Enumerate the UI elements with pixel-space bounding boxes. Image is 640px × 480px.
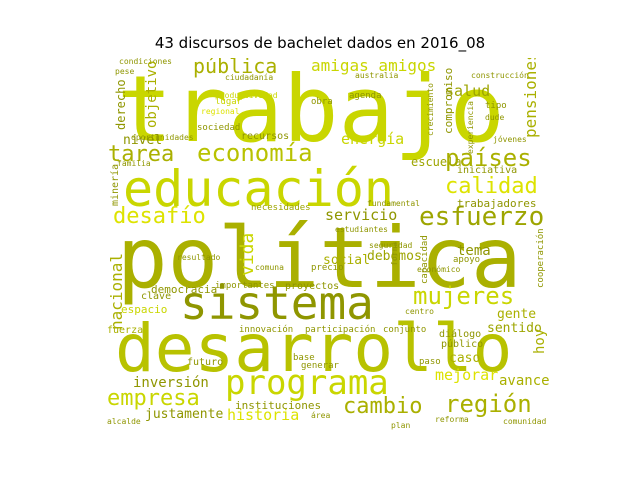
word-experiencia: experiencia — [466, 101, 475, 154]
word-social: social — [323, 253, 370, 268]
word-productividad: productividad — [215, 91, 278, 100]
word-gente: gente — [497, 307, 537, 322]
word-estudiantes: estudiantes — [335, 225, 388, 234]
word-comunidad: comunidad — [503, 417, 547, 426]
word-economia: economía — [197, 139, 313, 167]
word-servicio: servicio — [325, 206, 398, 224]
word-paises: países — [445, 144, 532, 172]
word-comuna: comuna — [255, 263, 284, 272]
word-empresa: empresa — [107, 386, 200, 411]
word-construccion: construcción — [471, 71, 529, 80]
word-desarrollo: desarrollo — [115, 310, 513, 387]
word-politica: política — [117, 209, 522, 307]
word-programa: programa — [225, 363, 389, 403]
word-cooperacion: cooperación — [536, 228, 546, 288]
word-resultado: resultado — [177, 253, 221, 262]
word-pese: pese — [115, 67, 135, 76]
word-vida: vida — [237, 232, 258, 276]
word-obra: obra — [311, 97, 333, 107]
word-tema: tema — [457, 243, 491, 259]
word-tipo: tipo — [485, 101, 507, 111]
word-capacidad: capacidad — [420, 235, 430, 284]
word-trabajo: trabajo — [117, 58, 505, 163]
word-dialogo: diálogo — [439, 329, 482, 340]
word-importantes: importantes — [215, 281, 275, 291]
word-centro: centro — [405, 307, 434, 316]
word-mujeres: mujeres — [413, 282, 515, 310]
word-generar: generar — [301, 361, 339, 371]
word-base: base — [293, 353, 315, 363]
word-regional: regional — [201, 107, 240, 116]
word-tarea: tarea — [108, 142, 175, 167]
word-compromiso: compromiso — [442, 67, 455, 134]
word-paso: paso — [419, 357, 441, 367]
word-area: área — [311, 411, 331, 420]
word-clave: clave — [141, 291, 172, 302]
word-condiciones: condiciones — [119, 58, 172, 66]
word-recursos: recursos — [241, 131, 290, 142]
word-jovenes: jóvenes — [493, 135, 527, 144]
word-crecimiento: crecimiento — [426, 83, 435, 136]
word-agenda: agenda — [349, 91, 382, 101]
word-region: región — [445, 390, 532, 418]
word-alcalde: alcalde — [107, 417, 141, 426]
word-familia: familia — [117, 159, 151, 168]
word-oportunidades: oportunidades — [131, 133, 194, 142]
word-ciudadania: ciudadanía — [225, 73, 274, 82]
word-iniciativa: iniciativa — [457, 165, 518, 176]
word-energia: energía — [341, 130, 405, 148]
word-necesidades: necesidades — [251, 203, 311, 213]
word-seguridad: seguridad — [369, 241, 413, 250]
word-dude: dude — [485, 113, 505, 122]
word-pensiones: pensiones — [521, 58, 540, 138]
word-sociedad: sociedad — [197, 123, 241, 133]
word-fuerza: fuerza — [107, 325, 144, 336]
word-desafio: desafío — [113, 204, 206, 229]
word-trabajadores: trabajadores — [457, 197, 537, 210]
word-publico: público — [441, 339, 484, 350]
word-apoyo: apoyo — [453, 255, 481, 265]
word-debemos: debemos — [367, 249, 422, 264]
word-democracia: democracia — [151, 283, 218, 296]
word-precio: precio — [311, 263, 344, 273]
word-historia: historia — [227, 406, 300, 424]
word-innovacion: innovación — [239, 325, 294, 335]
word-inversion: inversión — [133, 375, 209, 391]
word-fundamental: fundamental — [367, 199, 420, 208]
word-participacion: participación — [305, 325, 376, 335]
chart-title: 43 discursos de bachelet dados en 2016_0… — [154, 34, 486, 52]
word-publica: pública — [193, 58, 278, 78]
word-hoy: hoy — [532, 328, 548, 354]
word-cloud: trabajo política desarrollo educación si… — [105, 58, 553, 432]
word-economico: económico — [417, 265, 461, 274]
word-esfuerzo: esfuerzo — [419, 202, 545, 232]
word-educacion: educación — [123, 160, 394, 218]
word-instituciones: instituciones — [235, 399, 322, 412]
word-mineria: minería — [110, 163, 121, 206]
word-justamente: justamente — [145, 407, 224, 422]
word-plan: plan — [391, 421, 411, 430]
word-australia: australia — [355, 71, 399, 80]
word-objetivo: objetivo — [144, 60, 160, 128]
word-mejorar: mejorar — [435, 366, 499, 384]
word-amigas-amigos: amigas amigos — [311, 58, 437, 75]
word-forma: forma — [390, 241, 399, 266]
word-sistema: sistema — [180, 276, 374, 330]
word-salud: salud — [445, 82, 491, 100]
word-lugar: lugar — [215, 97, 243, 107]
word-nivel: nivel — [123, 133, 163, 148]
word-futuro: futuro — [187, 357, 224, 368]
word-escuela: escuela — [411, 155, 462, 169]
word-espacio: espacio — [121, 303, 168, 316]
word-cambio: cambio — [343, 394, 423, 419]
word-nacional: nacional — [107, 252, 126, 330]
word-calidad: calidad — [445, 174, 538, 199]
word-caso: caso — [449, 351, 481, 366]
word-derecho: derecho — [114, 79, 128, 130]
word-proyectos: proyectos — [285, 281, 340, 292]
word-conjunto: conjunto — [383, 325, 427, 335]
word-avance: avance — [499, 373, 550, 389]
word-sentido: sentido — [487, 321, 542, 336]
word-reforma: reforma — [435, 415, 469, 424]
